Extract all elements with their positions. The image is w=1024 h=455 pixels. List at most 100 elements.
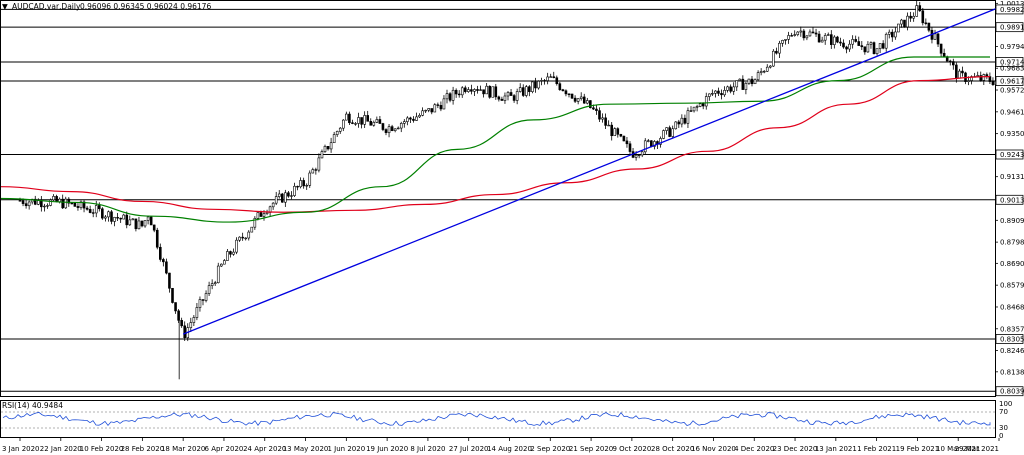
candle-body-148 xyxy=(244,237,247,240)
candle-body-460 xyxy=(720,93,723,96)
candle-body-452 xyxy=(707,93,711,97)
candle-body-478 xyxy=(747,78,751,84)
candle-body-508 xyxy=(793,34,797,36)
candle-body-552 xyxy=(860,45,864,48)
candle-body-424 xyxy=(665,127,668,131)
candle-body-330 xyxy=(521,87,525,96)
candle-body-30 xyxy=(64,198,68,209)
candle-body-636 xyxy=(988,76,992,82)
candle-body-362 xyxy=(570,93,574,99)
candle-body-384 xyxy=(604,117,607,126)
candle-body-38 xyxy=(76,206,80,208)
rsi-level-0: 0 xyxy=(999,432,1003,440)
candle-body-314 xyxy=(497,96,501,100)
ma-green-line[interactable] xyxy=(0,56,990,223)
trendline[interactable] xyxy=(182,7,999,335)
price-label-22: 0.80394 xyxy=(1000,388,1024,396)
candle-body-486 xyxy=(759,71,763,73)
candle-body-378 xyxy=(595,108,598,111)
candle-body-434 xyxy=(680,117,684,125)
candle-body-472 xyxy=(738,78,742,81)
candle-body-596 xyxy=(927,22,931,31)
ma-red-line[interactable] xyxy=(0,76,991,213)
candle-body-222 xyxy=(357,117,360,124)
candle-body-242 xyxy=(387,126,391,133)
rsi-line[interactable] xyxy=(2,412,991,427)
candle-body-614 xyxy=(955,64,958,79)
candle-body-476 xyxy=(744,83,748,90)
candle-body-610 xyxy=(948,60,952,63)
candle-body-430 xyxy=(674,121,678,130)
candle-body-502 xyxy=(784,39,787,41)
candle-body-298 xyxy=(473,89,476,92)
candle-body-480 xyxy=(750,78,754,85)
candle-body-410 xyxy=(643,140,647,153)
candle-body-196 xyxy=(317,157,321,171)
candle-body-602 xyxy=(936,33,940,45)
candle-body-180 xyxy=(293,185,296,196)
candle-body-114 xyxy=(192,317,196,323)
candle-body-264 xyxy=(421,110,424,116)
candle-body-360 xyxy=(567,93,571,95)
candle-body-120 xyxy=(201,299,205,301)
rsi-level-70: 70 xyxy=(999,408,1008,416)
candle-body-128 xyxy=(213,282,217,284)
candle-body-98 xyxy=(168,272,171,289)
candle-body-156 xyxy=(256,212,260,219)
candle-body-446 xyxy=(698,103,702,107)
candle-body-316 xyxy=(500,98,504,101)
symbol-label: AUDCAD.var,Daily xyxy=(12,2,81,11)
candle-body-458 xyxy=(717,90,720,94)
candle-body-28 xyxy=(61,198,65,209)
candle-body-448 xyxy=(701,103,705,107)
header-arrow-icon[interactable]: ▼ xyxy=(2,2,8,11)
candle-body-34 xyxy=(70,202,74,205)
candle-body-524 xyxy=(817,33,821,43)
price-label-19: 0.83053 xyxy=(1000,335,1024,343)
candle-body-580 xyxy=(903,19,906,28)
candle-body-212 xyxy=(341,119,345,129)
date-label-15: 9 Oct 2020 xyxy=(612,445,651,453)
candle-body-398 xyxy=(625,140,629,145)
candle-body-612 xyxy=(951,61,955,66)
date-label-22: 19 Feb 2021 xyxy=(896,445,940,453)
candle-body-218 xyxy=(351,122,354,124)
date-label-10: 8 Jul 2020 xyxy=(410,445,445,453)
candle-body-112 xyxy=(189,322,193,328)
candle-body-462 xyxy=(723,90,726,96)
candle-body-162 xyxy=(265,212,269,214)
candle-body-132 xyxy=(220,263,223,267)
candle-body-428 xyxy=(671,128,675,137)
candle-body-450 xyxy=(704,96,708,107)
candle-body-566 xyxy=(881,43,885,49)
candle-body-606 xyxy=(942,52,946,57)
candle-body-564 xyxy=(878,43,882,49)
candle-body-358 xyxy=(564,90,568,95)
candle-body-510 xyxy=(796,31,800,35)
candle-body-66 xyxy=(119,217,122,220)
date-label-5: 6 Apr 2020 xyxy=(205,445,244,453)
candle-body-192 xyxy=(311,169,315,174)
candle-body-328 xyxy=(518,87,522,92)
candle-body-292 xyxy=(463,87,467,92)
candle-body-366 xyxy=(576,98,580,102)
candle-body-150 xyxy=(247,231,251,239)
candle-body-174 xyxy=(284,192,287,203)
candle-body-364 xyxy=(573,97,577,102)
candle-body-80 xyxy=(140,220,144,227)
candle-body-356 xyxy=(561,89,565,92)
candle-body-342 xyxy=(540,80,543,82)
candle-body-82 xyxy=(143,220,147,227)
candle-body-220 xyxy=(354,123,357,125)
main-plot-area[interactable] xyxy=(0,0,996,397)
candle-body-338 xyxy=(534,81,537,89)
candle-body-106 xyxy=(180,320,183,327)
candle-body-96 xyxy=(165,261,168,274)
date-label-0: 3 Jan 2020 xyxy=(2,445,40,453)
candle-body-630 xyxy=(979,75,983,81)
candle-body-544 xyxy=(848,43,851,50)
candle-body-534 xyxy=(833,36,836,45)
candle-body-542 xyxy=(845,46,848,50)
